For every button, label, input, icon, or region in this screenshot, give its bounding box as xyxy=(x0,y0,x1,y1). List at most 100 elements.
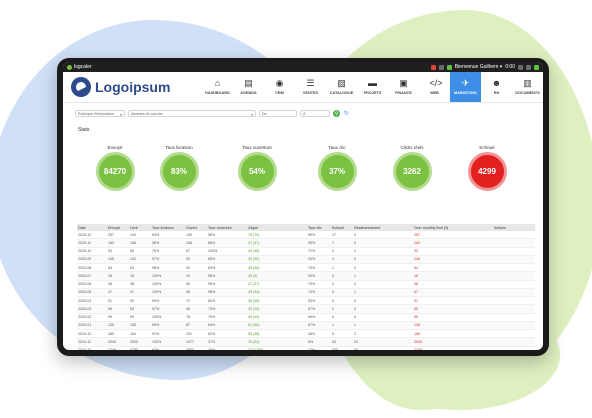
table-cell: 52 xyxy=(185,263,207,273)
info-select[interactable]: Rubrique d'information ▾ xyxy=(75,110,125,117)
table-row[interactable]: 2025-01 136 135 99% 87 64% 51 (50) 57% 1 1 136 xyxy=(77,321,535,331)
table-row[interactable]: 2025-07 18 18 100% 10 56% 30 (9) 90% 0 1 18 xyxy=(77,271,535,281)
user-menu[interactable]: Bienvenue Guilhem ▾ xyxy=(454,64,503,70)
table-cell: 274 (258) xyxy=(247,346,307,350)
table-row[interactable]: 2024-11 2940 2920 100% 1077 37% 75 (52) 5% 83 23 2… xyxy=(77,337,535,347)
table-cell: 18 xyxy=(129,271,151,281)
kpi-label: Taux livraison xyxy=(165,145,193,150)
chevron-down-icon: ▾ xyxy=(119,112,122,117)
alert-icon[interactable] xyxy=(430,64,436,70)
table-cell xyxy=(493,271,535,281)
column-header[interactable]: Ouvert xyxy=(185,224,207,231)
table-cell: 59% xyxy=(307,231,331,240)
table-cell: 35 (26) xyxy=(247,304,307,314)
table-cell: 2025-10 xyxy=(77,247,107,256)
table-cell: 2 xyxy=(353,329,413,339)
nav-item-web[interactable]: </> WEB xyxy=(419,72,450,102)
kpi-value-circle: 84270 xyxy=(95,152,135,191)
nav-item-ventes[interactable]: ☰ VENTES xyxy=(295,72,326,102)
table-cell: 1 xyxy=(353,247,413,256)
nav-item-documents[interactable]: ▥ DOCUMENTS xyxy=(512,72,543,102)
date-from-input[interactable]: De xyxy=(259,110,297,117)
table-cell: 100% xyxy=(151,288,185,298)
nav-item-label: FINANCE xyxy=(395,91,412,95)
notification-icon[interactable] xyxy=(438,64,444,70)
column-header[interactable]: Désabonnement xyxy=(353,224,413,231)
search-button[interactable]: ⚲ xyxy=(333,110,340,117)
table-cell: 1 xyxy=(353,271,413,281)
table-row[interactable]: 2025-08 64 63 98% 52 83% 38 (38) 73% 1 0 64 xyxy=(77,263,535,273)
kpi-value-circle: 37% xyxy=(317,152,357,191)
nav-item-dashboard[interactable]: ⌂ DASHBOARD xyxy=(202,72,233,102)
table-row[interactable]: 2025-10 93 65 70% 67 103% 49 (48) 72% 3 1 93 xyxy=(77,247,535,256)
refresh-icon[interactable]: ↻ xyxy=(343,111,350,117)
table-cell: 7746 xyxy=(107,346,129,350)
table-cell: 0 xyxy=(353,313,413,322)
table-cell: 0 xyxy=(353,304,413,314)
table-cell xyxy=(493,304,535,314)
table-cell: 164 xyxy=(129,329,151,339)
table-cell: 98% xyxy=(151,263,185,273)
table-cell: 75 (52) xyxy=(247,337,307,347)
column-header[interactable]: Date xyxy=(77,224,107,231)
nav-item-finance[interactable]: ▣ FINANCE xyxy=(388,72,419,102)
table-cell: 65 xyxy=(129,247,151,256)
topbar-brand[interactable]: logcaler xyxy=(67,64,92,70)
table-cell: 0 xyxy=(331,313,353,322)
table-cell: 78 xyxy=(185,313,207,322)
nav-item-agenda[interactable]: ▤ AGENDA xyxy=(233,72,264,102)
nav-item-marketing[interactable]: ✈ MARKETING xyxy=(450,72,481,102)
table-cell: 189 xyxy=(107,329,129,339)
column-header[interactable]: Taux ouverture xyxy=(207,224,247,231)
table-cell: 2940 xyxy=(413,337,493,347)
table-cell: 0 xyxy=(331,296,353,306)
table-cell: 65 xyxy=(413,304,493,314)
model-select[interactable]: Modèles de courrier ▾ xyxy=(128,110,256,117)
column-header[interactable]: Taux clic xyxy=(307,224,331,231)
kpi-2: Taux ouverture 54% xyxy=(233,145,281,191)
sales-icon: ☰ xyxy=(306,78,315,88)
table-cell: 46 xyxy=(185,304,207,314)
logo[interactable]: Logoipsum xyxy=(71,77,170,97)
table-row[interactable]: 2025-11 163 156 96% 108 66% 37 (37) 35% 7 0 163 xyxy=(77,238,535,248)
nav-item-projets[interactable]: ▬ PROJETS xyxy=(357,72,388,102)
table-body: 2025-12 257 240 93% 135 56% 79 (79) 59% 17 0 257 20… xyxy=(77,231,535,350)
table-cell: 92 xyxy=(185,255,207,265)
date-to-placeholder: À xyxy=(303,111,306,116)
table-row[interactable]: 2025-02 99 99 100% 78 79% 45 (45) 58% 0 0 99 xyxy=(77,313,535,322)
nav-item-crm[interactable]: ◉ CRM xyxy=(264,72,295,102)
table-row[interactable]: 2025-12 257 240 93% 135 56% 79 (79) 59% 17 0 257 xyxy=(77,231,535,240)
table-cell: 3850 xyxy=(185,346,207,350)
table-cell: 45 (45) xyxy=(247,313,307,322)
table-cell: 74% xyxy=(307,288,331,298)
column-header[interactable]: Actions xyxy=(493,224,535,231)
status-icon[interactable] xyxy=(446,64,452,70)
column-header[interactable]: Cliqué xyxy=(247,224,307,231)
chat-icon[interactable] xyxy=(526,64,531,70)
column-header[interactable]: Echoué xyxy=(331,224,353,231)
table-row[interactable]: 2024-12 189 164 97% 101 62% 50 (48) 48% 9 2 189 xyxy=(77,329,535,339)
table-cell: 56% xyxy=(207,271,247,281)
kpi-5: Echoué 4299 xyxy=(463,145,511,191)
column-header[interactable]: Envoyé xyxy=(107,224,129,231)
column-header[interactable]: Livré xyxy=(129,224,151,231)
table-row[interactable]: 2025-09 146 142 97% 92 65% 30 (30) 33% 4 0 146 xyxy=(77,255,535,265)
power-icon[interactable] xyxy=(534,64,539,70)
mail-icon[interactable] xyxy=(518,64,523,70)
kpi-value-circle: 54% xyxy=(237,152,277,191)
table-row[interactable]: 2025-04 91 90 99% 72 80% 38 (38) 53% 0 0 91 xyxy=(77,296,535,306)
table-row[interactable]: 2025-05 47 47 100% 46 98% 35 (34) 74% 0 1 47 xyxy=(77,288,535,298)
nav-item-rh[interactable]: ☻ RH xyxy=(481,72,512,102)
column-header[interactable]: Taux livraison xyxy=(151,224,185,231)
column-header[interactable]: Over monthly limit (0) xyxy=(413,224,493,231)
table-cell: 62% xyxy=(207,329,247,339)
date-to-input[interactable]: À xyxy=(300,110,330,117)
table-row[interactable]: 2025-03 65 63 97% 46 73% 35 (26) 57% 2 0 65 xyxy=(77,304,535,314)
nav-item-catalogue[interactable]: ▨ CATALOGUE xyxy=(326,72,357,102)
table-cell: 30 (30) xyxy=(247,255,307,265)
table-cell: 37% xyxy=(207,337,247,347)
table-row[interactable]: 2024-107746678893%385030%274 (258)12%408… xyxy=(77,346,535,350)
table-cell: 257 xyxy=(107,231,129,240)
table-row[interactable]: 2025-06 38 38 100% 36 95% 27 (27) 75% 0 0 38 xyxy=(77,280,535,289)
filters-bar: Rubrique d'information ▾ Modèles de cour… xyxy=(75,110,350,117)
